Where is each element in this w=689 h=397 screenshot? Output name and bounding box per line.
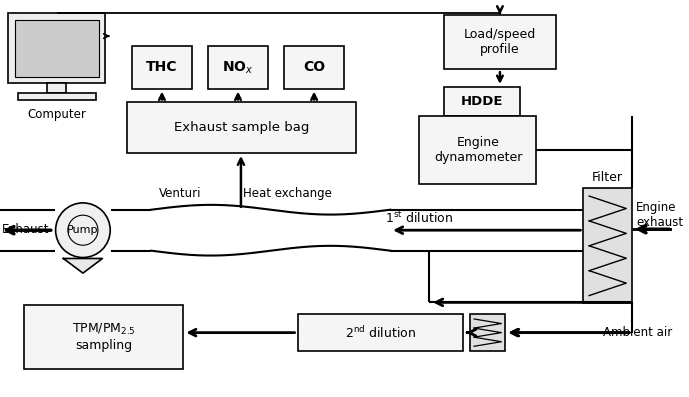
Text: Pump: Pump (67, 225, 99, 235)
Text: 2$^{\rm nd}$ dilution: 2$^{\rm nd}$ dilution (344, 325, 416, 341)
Bar (14, 21, 99, 77)
Text: HDDE: HDDE (461, 95, 503, 108)
Bar (584, 188, 632, 303)
Bar (17, 93, 96, 100)
Text: Heat exchange: Heat exchange (243, 187, 332, 200)
Text: Computer: Computer (27, 108, 86, 121)
Text: Engine
dynamometer: Engine dynamometer (434, 136, 522, 164)
Bar (444, 15, 556, 69)
Bar (132, 46, 192, 89)
Circle shape (68, 215, 98, 245)
Bar (151, 213, 390, 252)
Bar (24, 305, 183, 369)
Bar (47, 83, 66, 93)
Bar (298, 314, 463, 351)
Text: CO: CO (303, 60, 325, 74)
Bar (8, 13, 105, 83)
Text: Venturi: Venturi (159, 187, 202, 200)
Text: 1$^{\rm st}$ dilution: 1$^{\rm st}$ dilution (385, 210, 453, 225)
Bar (470, 314, 505, 351)
Text: Load/speed
profile: Load/speed profile (464, 28, 536, 56)
Text: Ambient air: Ambient air (603, 326, 672, 339)
Bar (473, 116, 491, 126)
Text: Exhaust sample bag: Exhaust sample bag (174, 121, 309, 134)
Text: THC: THC (146, 60, 178, 74)
Bar (127, 102, 356, 153)
Circle shape (56, 203, 110, 258)
Polygon shape (63, 258, 103, 273)
Text: Engine
exhaust: Engine exhaust (636, 200, 683, 229)
Text: TPM/PM$_{2.5}$
sampling: TPM/PM$_{2.5}$ sampling (72, 322, 136, 352)
Text: Filter: Filter (593, 172, 624, 184)
Text: Exhaust: Exhaust (2, 223, 50, 236)
Bar (208, 46, 268, 89)
Bar (420, 116, 537, 184)
Bar (284, 46, 344, 89)
Text: NO$_x$: NO$_x$ (223, 59, 254, 75)
Bar (444, 87, 520, 116)
